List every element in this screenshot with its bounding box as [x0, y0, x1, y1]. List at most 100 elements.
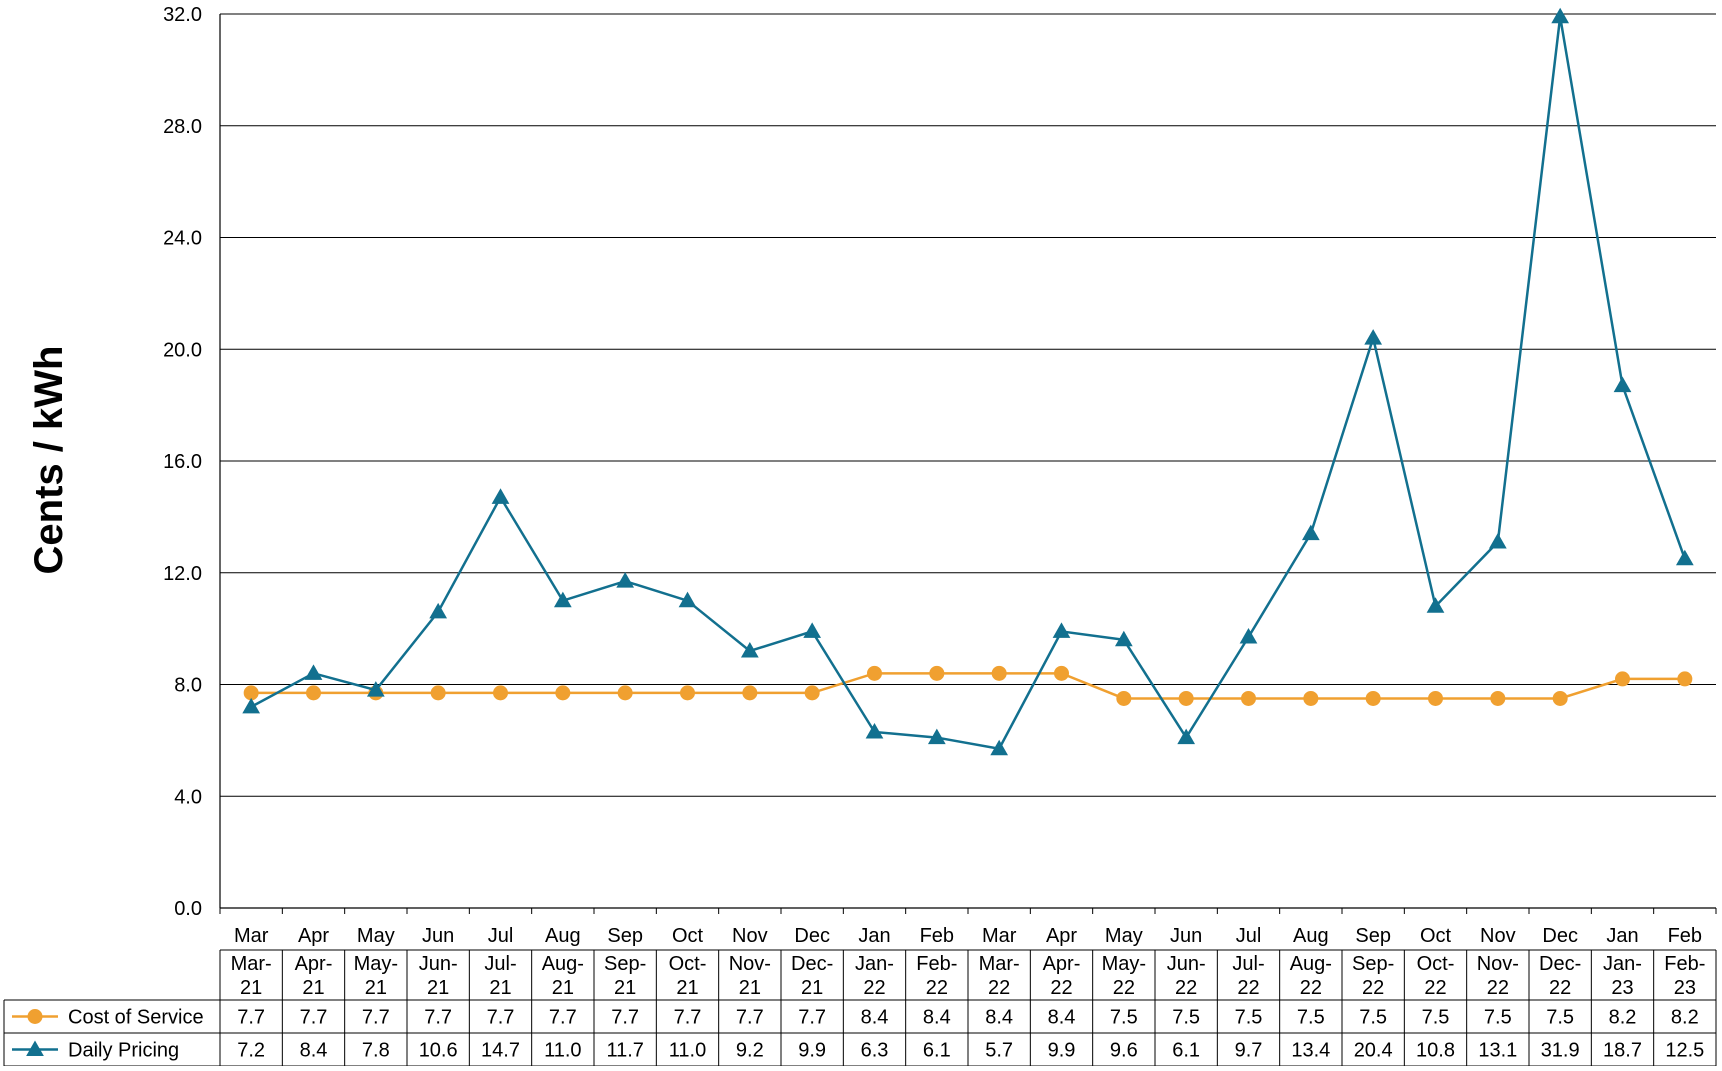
- y-tick-label: 8.0: [174, 675, 202, 697]
- legend-marker-daily-pricing: [26, 1040, 44, 1056]
- period-label-line1: Oct-: [669, 953, 707, 975]
- table-cell-daily-pricing: 12.5: [1665, 1040, 1704, 1062]
- table-cell-daily-pricing: 9.2: [736, 1040, 764, 1062]
- x-category-label: Aug: [1293, 925, 1329, 947]
- data-point-cost-of-service: [430, 685, 446, 701]
- x-category-label: Mar: [982, 925, 1017, 947]
- period-label-line2: 22: [1424, 977, 1446, 999]
- series-daily-pricing: [242, 7, 1694, 756]
- period-label-line2: 23: [1674, 977, 1696, 999]
- data-point-cost-of-service: [680, 685, 695, 701]
- data-point-cost-of-service: [1303, 690, 1319, 706]
- period-label-line2: 21: [552, 977, 574, 999]
- period-label-line1: Aug-: [1290, 953, 1332, 975]
- y-tick-label: 28.0: [163, 116, 202, 138]
- series-line-cost-of-service: [251, 672, 1685, 700]
- period-label-line2: 21: [427, 977, 449, 999]
- table-cell-cost-of-service: 8.4: [861, 1007, 889, 1029]
- data-point-daily-pricing: [242, 697, 261, 714]
- data-point-cost-of-service: [1490, 690, 1506, 706]
- table-cell-cost-of-service: 7.7: [798, 1007, 826, 1029]
- table-cell-cost-of-service: 7.7: [424, 1007, 452, 1029]
- table-cell-daily-pricing: 6.1: [1172, 1040, 1200, 1062]
- table-cell-daily-pricing: 13.4: [1291, 1040, 1330, 1062]
- grid-layer: [220, 13, 1716, 797]
- data-table: Mar-21Apr-21May-21Jun-21Jul-21Aug-21Sep-…: [3, 949, 1717, 1067]
- table-cell-daily-pricing: 13.1: [1478, 1040, 1517, 1062]
- data-point-daily-pricing: [1675, 549, 1694, 566]
- period-label-line1: Nov-: [729, 953, 771, 975]
- table-cell-daily-pricing: 11.0: [669, 1040, 706, 1062]
- period-label-line2: 23: [1611, 977, 1633, 999]
- x-category-label: Dec: [794, 925, 830, 947]
- data-point-cost-of-service: [1241, 690, 1256, 706]
- data-point-daily-pricing: [1551, 7, 1570, 24]
- data-point-daily-pricing: [1488, 533, 1507, 549]
- y-tick-label: 0.0: [174, 898, 202, 920]
- period-label-line1: Jan-: [1603, 953, 1642, 975]
- period-label-line1: Sep-: [1352, 953, 1394, 975]
- period-label-line2: 22: [1237, 977, 1259, 999]
- data-point-daily-pricing: [803, 622, 822, 638]
- period-label-line1: Feb-: [916, 953, 957, 975]
- data-point-daily-pricing: [616, 572, 635, 588]
- table-cell-cost-of-service: 7.7: [237, 1007, 265, 1029]
- x-category-label: Nov: [732, 925, 768, 947]
- data-point-daily-pricing: [1177, 728, 1196, 745]
- data-point-daily-pricing: [990, 739, 1009, 756]
- data-point-cost-of-service: [804, 685, 820, 701]
- period-label-line2: 22: [1487, 977, 1509, 999]
- period-label-line1: Jun-: [1167, 953, 1206, 975]
- table-cell-cost-of-service: 8.4: [985, 1007, 1013, 1029]
- y-tick-label: 32.0: [163, 4, 202, 26]
- table-cell-daily-pricing: 6.1: [923, 1040, 951, 1062]
- table-cell-cost-of-service: 7.7: [487, 1007, 515, 1029]
- data-point-cost-of-service: [1054, 665, 1069, 681]
- data-point-cost-of-service: [991, 665, 1007, 681]
- period-label-line1: Mar-: [979, 953, 1020, 975]
- x-category-label: Jun: [1170, 925, 1202, 947]
- period-label-line2: 22: [1175, 977, 1197, 999]
- table-cell-cost-of-service: 7.7: [549, 1007, 577, 1029]
- data-point-cost-of-service: [867, 665, 882, 681]
- data-point-daily-pricing: [1301, 524, 1320, 541]
- x-category-label: Jul: [488, 925, 514, 947]
- data-point-cost-of-service: [1365, 690, 1381, 706]
- table-cell-cost-of-service: 7.7: [674, 1007, 702, 1029]
- period-label-line1: Jul-: [484, 953, 516, 975]
- data-point-daily-pricing: [1364, 329, 1383, 345]
- x-category-label: Sep: [1355, 925, 1391, 947]
- period-label-line2: 21: [302, 977, 324, 999]
- period-label-line1: Jun-: [419, 953, 458, 975]
- period-label-line1: Mar-: [231, 953, 272, 975]
- y-tick-label: 4.0: [174, 786, 202, 808]
- x-category-label: Feb: [920, 925, 954, 947]
- x-category-label: Nov: [1480, 925, 1516, 947]
- table-cell-daily-pricing: 5.7: [985, 1040, 1013, 1062]
- table-cell-daily-pricing: 6.3: [861, 1040, 889, 1062]
- table-cell-daily-pricing: 20.4: [1354, 1040, 1393, 1062]
- x-category-label: Jan: [858, 925, 890, 947]
- x-category-label: May: [1105, 925, 1143, 947]
- table-cell-cost-of-service: 7.5: [1546, 1007, 1574, 1029]
- data-point-cost-of-service: [306, 685, 321, 701]
- data-point-cost-of-service: [493, 685, 508, 701]
- period-label-line1: Oct-: [1417, 953, 1455, 975]
- x-category-label: Sep: [607, 925, 643, 947]
- period-label-line2: 21: [614, 977, 636, 999]
- period-label-line1: May-: [354, 953, 398, 975]
- table-cell-cost-of-service: 7.5: [1484, 1007, 1512, 1029]
- table-cell-cost-of-service: 7.5: [1110, 1007, 1138, 1029]
- period-label-line1: Apr-: [295, 953, 333, 975]
- data-point-cost-of-service: [742, 685, 758, 701]
- series-layer: [242, 7, 1694, 756]
- x-category-label: Jun: [422, 925, 454, 947]
- table-cell-daily-pricing: 9.7: [1235, 1040, 1263, 1062]
- period-label-line1: Aug-: [542, 953, 584, 975]
- data-point-cost-of-service: [1116, 690, 1132, 706]
- table-cell-daily-pricing: 10.8: [1416, 1040, 1455, 1062]
- table-cell-daily-pricing: 9.9: [798, 1040, 826, 1062]
- x-category-label: Jan: [1606, 925, 1638, 947]
